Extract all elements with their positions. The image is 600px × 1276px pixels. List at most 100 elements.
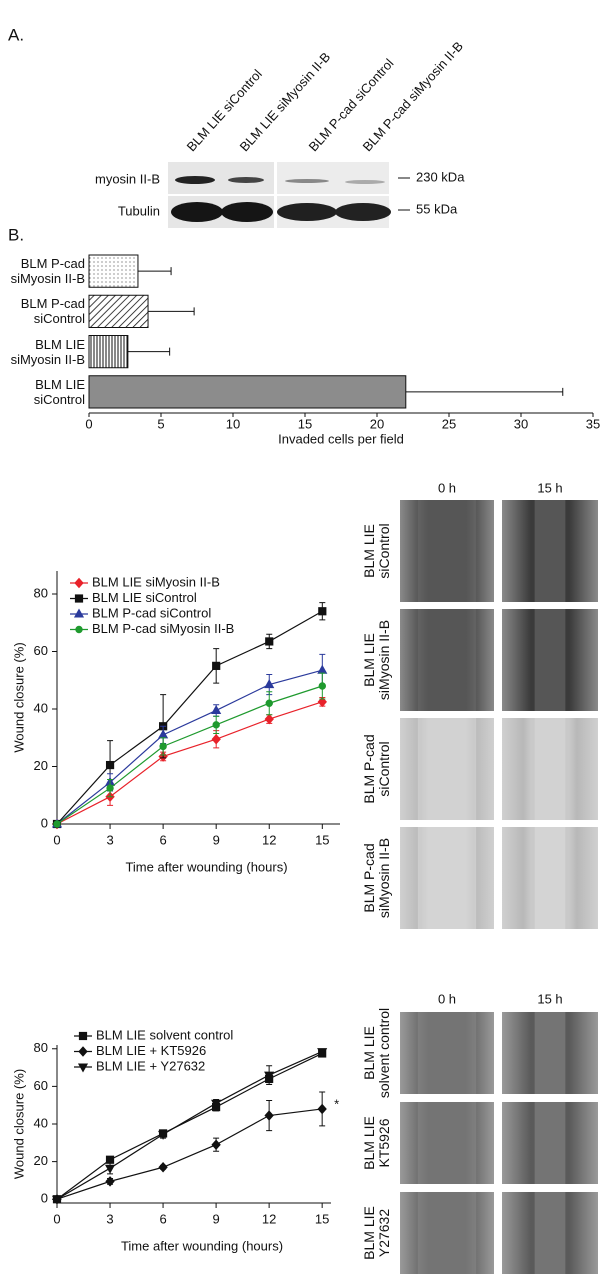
- y-tick-label: 0: [41, 815, 48, 830]
- x-tick-label: 9: [213, 832, 220, 847]
- legend-label: BLM P-cad siControl: [92, 605, 211, 620]
- x-tick-label: 6: [160, 832, 167, 847]
- x-tick-label: 35: [586, 416, 600, 431]
- point: [317, 664, 328, 674]
- blot-row-label: Tubulin: [118, 203, 160, 218]
- legend-label: BLM LIE siControl: [92, 590, 197, 605]
- wound-gap: [417, 500, 477, 602]
- point: [212, 721, 220, 729]
- row-label-box: BLM P-cad siMyosin II-B: [361, 837, 392, 919]
- error-bar: [405, 387, 564, 396]
- row-label-box: BLM LIE siControl: [361, 523, 392, 578]
- y-tick-label: 80: [34, 585, 48, 600]
- x-tick-label: 15: [315, 832, 329, 847]
- series-line: [56, 1051, 323, 1200]
- blot-band: [221, 202, 273, 222]
- point: [78, 1046, 88, 1057]
- bar: [88, 294, 149, 328]
- y-tick-label: BLM P-cad siMyosin II-B: [10, 256, 85, 287]
- point: [158, 1162, 168, 1173]
- x-tick-label: 15: [298, 416, 312, 431]
- point: [317, 696, 327, 708]
- point: [318, 607, 327, 616]
- point: [51, 1195, 63, 1205]
- lane-label: BLM P-cad siMyosin II-B: [360, 39, 466, 155]
- error-bar: [137, 267, 172, 276]
- row-label-box: BLM LIE KT5926: [361, 1116, 392, 1170]
- point: [104, 1164, 116, 1174]
- x-tick-label: 0: [53, 832, 60, 847]
- series-line: [56, 610, 323, 825]
- legend-label: BLM LIE solvent control: [96, 1027, 233, 1042]
- wound-gap: [417, 1012, 477, 1094]
- x-axis-label: Invaded cells per field: [278, 431, 404, 446]
- bar: [88, 335, 129, 369]
- point: [211, 1139, 221, 1150]
- point: [74, 577, 84, 589]
- column-label: 0 h: [438, 991, 456, 1006]
- row-label: BLM LIE siMyosin II-B: [361, 619, 392, 701]
- y-tick-label: BLM LIE siControl: [33, 376, 85, 407]
- point: [317, 1103, 327, 1115]
- error-bar: [148, 307, 195, 316]
- blot-band: [228, 177, 264, 183]
- row-label: BLM P-cad siMyosin II-B: [361, 837, 392, 919]
- legend-label: BLM P-cad siMyosin II-B: [92, 621, 234, 636]
- x-tick-label: 15: [315, 1211, 329, 1226]
- point: [211, 733, 221, 745]
- bar: [88, 375, 407, 409]
- wound-gap: [534, 827, 566, 929]
- wound-gap: [417, 827, 477, 929]
- x-axis-label: Time after wounding (hours): [121, 1238, 283, 1253]
- bar: [88, 254, 139, 288]
- y-tick-label: 20: [34, 758, 48, 773]
- series-line: [56, 701, 323, 825]
- x-tick-label: 12: [262, 832, 276, 847]
- blot-band: [335, 203, 391, 221]
- wound-gap: [534, 1192, 566, 1274]
- blot-band: [277, 203, 337, 221]
- size-marker: 230 kDa: [416, 169, 465, 184]
- error-bar: [127, 347, 171, 356]
- x-tick-label: 0: [85, 416, 92, 431]
- point: [105, 760, 115, 770]
- wound-gap: [534, 718, 566, 820]
- x-tick-label: 9: [212, 1211, 219, 1226]
- blot-band: [345, 180, 385, 184]
- blot-band: [285, 179, 329, 183]
- y-tick-label-box: BLM P-cad siControl: [21, 296, 85, 326]
- point: [158, 1130, 169, 1140]
- point: [211, 1099, 222, 1109]
- point: [265, 637, 274, 646]
- y-tick-label: BLM LIE siMyosin II-B: [10, 336, 85, 367]
- point: [264, 1110, 274, 1121]
- point: [78, 1031, 88, 1041]
- row-label: BLM P-cad siControl: [361, 734, 392, 804]
- annotation: *: [334, 1096, 339, 1111]
- series-line: [56, 1108, 323, 1200]
- wound-gap: [534, 1102, 566, 1184]
- x-tick-label: 12: [262, 1211, 276, 1226]
- point: [106, 784, 114, 792]
- series-line: [56, 669, 323, 825]
- x-tick-label: 10: [226, 416, 240, 431]
- column-label: 0 h: [438, 480, 456, 495]
- y-tick-label: 40: [34, 700, 48, 715]
- point: [75, 625, 83, 634]
- point: [318, 682, 327, 690]
- row-label: BLM LIE KT5926: [361, 1116, 392, 1170]
- y-tick-label: 60: [34, 643, 48, 658]
- x-tick-label: 30: [514, 416, 528, 431]
- blot-band: [175, 176, 215, 184]
- point: [53, 820, 61, 828]
- row-label-box: BLM LIE Y27632: [361, 1206, 392, 1260]
- x-tick-label: 5: [157, 416, 164, 431]
- point: [74, 594, 84, 603]
- wound-gap: [534, 609, 566, 711]
- y-tick-label: 40: [34, 1115, 48, 1130]
- wound-gap: [534, 1012, 566, 1094]
- panel-label: A.: [8, 25, 24, 44]
- panel-label: B.: [8, 225, 24, 244]
